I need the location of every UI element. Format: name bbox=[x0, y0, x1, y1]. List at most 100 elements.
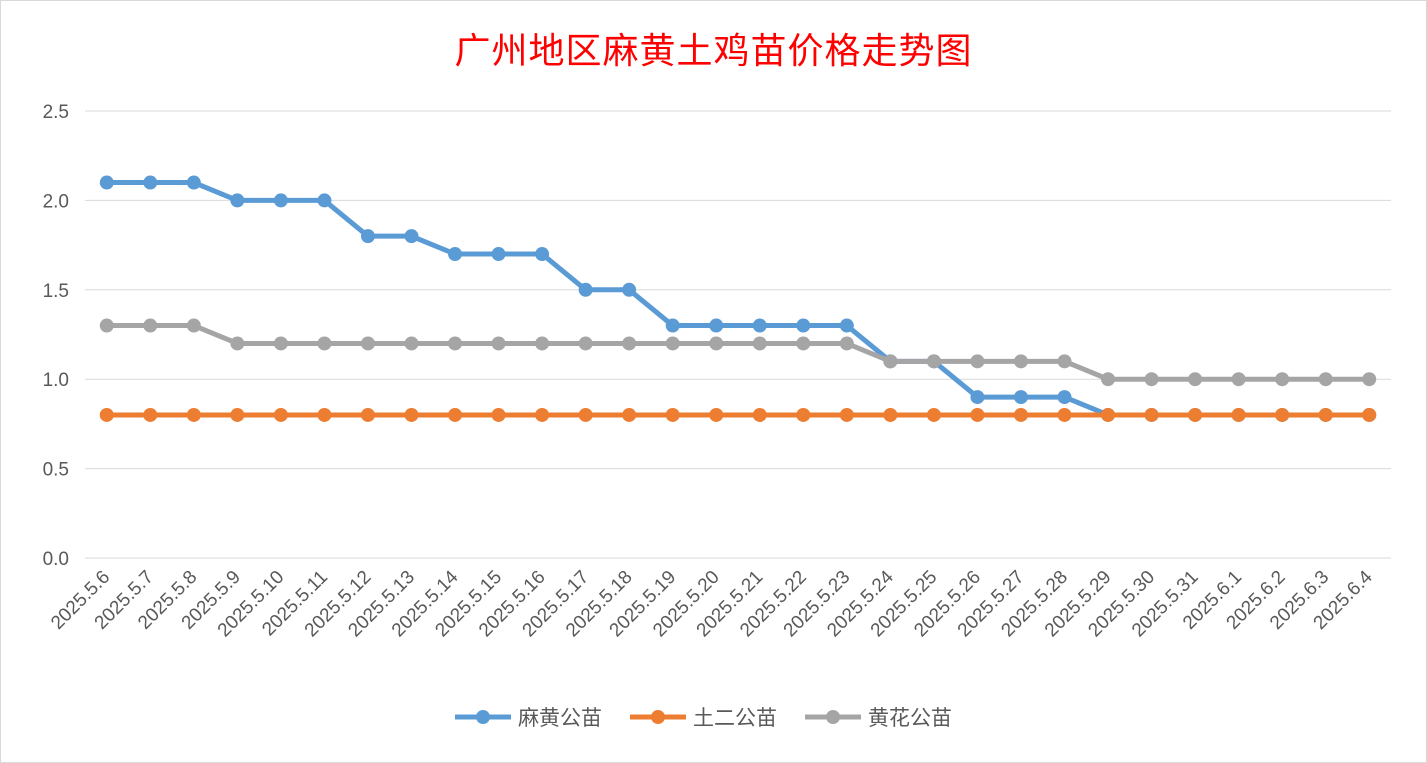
data-point bbox=[448, 247, 463, 262]
data-point bbox=[622, 407, 637, 422]
data-point bbox=[317, 407, 332, 422]
y-tick-label: 0.0 bbox=[43, 549, 69, 570]
data-point bbox=[404, 229, 419, 244]
y-axis-ticks: 0.0 0.5 1.0 1.5 2.0 2.5 bbox=[43, 102, 69, 570]
legend-item: 土二公苗 bbox=[630, 706, 777, 730]
data-point bbox=[360, 407, 375, 422]
data-point bbox=[796, 336, 811, 351]
data-point bbox=[926, 407, 941, 422]
series-lines bbox=[99, 175, 1377, 422]
data-point bbox=[186, 407, 201, 422]
data-point bbox=[1013, 407, 1028, 422]
chart-title: 广州地区麻黄土鸡苗价格走势图 bbox=[454, 31, 973, 72]
data-point bbox=[99, 407, 114, 422]
legend-swatch-marker bbox=[651, 710, 665, 724]
data-point bbox=[1101, 407, 1116, 422]
data-point bbox=[1362, 407, 1377, 422]
data-point bbox=[1318, 407, 1333, 422]
data-point bbox=[1318, 372, 1333, 387]
data-point bbox=[317, 336, 332, 351]
series-line bbox=[104, 323, 1372, 382]
data-point bbox=[230, 336, 245, 351]
data-point bbox=[578, 336, 593, 351]
y-tick-label: 0.5 bbox=[43, 460, 69, 481]
data-point bbox=[360, 336, 375, 351]
data-point bbox=[1188, 407, 1203, 422]
y-tick-label: 1.0 bbox=[43, 370, 69, 391]
data-point bbox=[709, 407, 724, 422]
legend-label: 土二公苗 bbox=[693, 706, 777, 730]
data-point bbox=[622, 336, 637, 351]
data-point bbox=[622, 282, 637, 297]
data-point bbox=[665, 318, 680, 333]
data-point bbox=[883, 354, 898, 369]
y-tick-label: 2.5 bbox=[43, 102, 69, 123]
data-point bbox=[491, 336, 506, 351]
data-point bbox=[230, 193, 245, 208]
data-point bbox=[665, 407, 680, 422]
data-point bbox=[186, 175, 201, 190]
data-point bbox=[578, 282, 593, 297]
data-point bbox=[1362, 372, 1377, 387]
data-point bbox=[1144, 407, 1159, 422]
data-point bbox=[709, 336, 724, 351]
data-point bbox=[1057, 390, 1072, 405]
data-point bbox=[578, 407, 593, 422]
data-point bbox=[1101, 372, 1116, 387]
data-point bbox=[796, 318, 811, 333]
data-point bbox=[230, 407, 245, 422]
data-point bbox=[535, 336, 550, 351]
data-point bbox=[883, 407, 898, 422]
data-point bbox=[839, 407, 854, 422]
data-point bbox=[143, 175, 158, 190]
data-point bbox=[926, 354, 941, 369]
legend-label: 麻黄公苗 bbox=[518, 706, 602, 730]
data-point bbox=[1275, 372, 1290, 387]
data-point bbox=[709, 318, 724, 333]
data-point bbox=[1057, 354, 1072, 369]
data-point bbox=[535, 407, 550, 422]
series-麻黄公苗 bbox=[99, 175, 1377, 422]
data-point bbox=[970, 390, 985, 405]
data-point bbox=[1231, 372, 1246, 387]
legend-label: 黄花公苗 bbox=[868, 706, 952, 730]
data-point bbox=[970, 407, 985, 422]
data-point bbox=[448, 407, 463, 422]
data-point bbox=[273, 407, 288, 422]
data-point bbox=[143, 318, 158, 333]
data-point bbox=[273, 336, 288, 351]
data-point bbox=[1188, 372, 1203, 387]
legend-swatch-marker bbox=[476, 710, 490, 724]
data-point bbox=[1144, 372, 1159, 387]
data-point bbox=[535, 247, 550, 262]
data-point bbox=[317, 193, 332, 208]
data-point bbox=[1231, 407, 1246, 422]
series-土二公苗 bbox=[99, 407, 1377, 422]
data-point bbox=[752, 336, 767, 351]
data-point bbox=[99, 175, 114, 190]
gridlines bbox=[85, 110, 1391, 559]
series-黄花公苗 bbox=[99, 318, 1377, 387]
data-point bbox=[752, 318, 767, 333]
data-point bbox=[796, 407, 811, 422]
y-tick-label: 2.0 bbox=[43, 191, 69, 212]
data-point bbox=[448, 336, 463, 351]
data-point bbox=[839, 318, 854, 333]
data-point bbox=[665, 336, 680, 351]
data-point bbox=[186, 318, 201, 333]
data-point bbox=[1275, 407, 1290, 422]
data-point bbox=[1013, 354, 1028, 369]
legend: 麻黄公苗 土二公苗 黄花公苗 bbox=[455, 706, 952, 730]
legend-item: 麻黄公苗 bbox=[455, 706, 602, 730]
data-point bbox=[143, 407, 158, 422]
data-point bbox=[491, 247, 506, 262]
legend-item: 黄花公苗 bbox=[805, 706, 952, 730]
y-tick-label: 1.5 bbox=[43, 281, 69, 302]
x-axis-ticks: 2025.5.62025.5.72025.5.82025.5.92025.5.1… bbox=[47, 566, 1377, 641]
data-point bbox=[839, 336, 854, 351]
data-point bbox=[1057, 407, 1072, 422]
data-point bbox=[360, 229, 375, 244]
data-point bbox=[273, 193, 288, 208]
data-point bbox=[404, 407, 419, 422]
